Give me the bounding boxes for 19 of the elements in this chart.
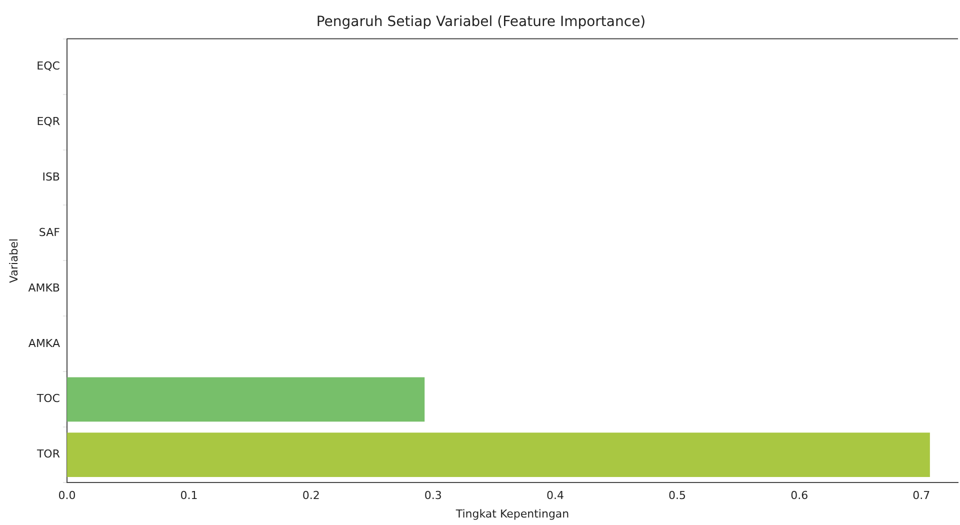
x-tick-label: 0.2 <box>302 489 320 502</box>
x-tick-label: 0.1 <box>180 489 198 502</box>
y-axis-title: Variabel <box>7 238 20 283</box>
y-tick-label: SAF <box>38 226 60 239</box>
x-tick-label: 0.7 <box>912 489 930 502</box>
x-tick-label: 0.4 <box>546 489 564 502</box>
x-axis-title: Tingkat Kepentingan <box>454 507 570 520</box>
y-tick-label: AMKA <box>28 336 60 350</box>
y-tick-label: ISB <box>42 170 60 184</box>
y-tick-label: EQC <box>36 59 60 72</box>
chart-title: Pengaruh Setiap Variabel (Feature Importance) <box>316 14 646 30</box>
y-tick-label: TOR <box>36 448 60 461</box>
x-tick-label: 0.6 <box>790 489 808 502</box>
x-tick-label: 0.5 <box>668 489 686 502</box>
x-tick-label: 0.0 <box>58 489 76 502</box>
x-tick-label: 0.3 <box>424 489 442 502</box>
y-tick-label: TOC <box>36 392 60 406</box>
y-tick-label: AMKB <box>28 281 60 294</box>
y-tick-label: EQR <box>36 114 60 128</box>
